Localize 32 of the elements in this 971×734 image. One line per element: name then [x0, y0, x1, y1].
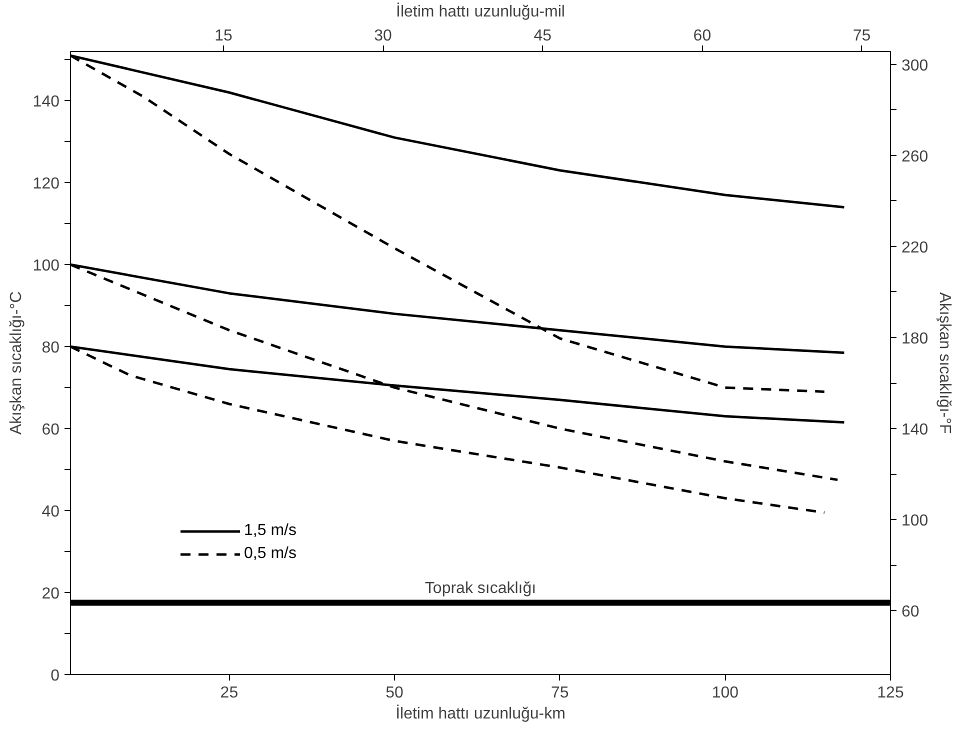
x-tick-label: 125 [877, 684, 904, 702]
y-tick-label: 140 [32, 94, 60, 111]
y2-tick-label: 100 [902, 512, 928, 530]
x-axis-title: İletim hattı uzunluğu-km [396, 704, 566, 722]
y-tick-label: 40 [42, 504, 60, 521]
y-tick-label: 120 [32, 176, 60, 193]
y2-tick-label: 180 [902, 330, 928, 348]
y-tick-label: 20 [42, 586, 60, 603]
legend-label: 0,5 m/s [244, 545, 296, 563]
y-tick-label: 80 [42, 340, 60, 357]
ref-line-label: Toprak sıcaklığı [424, 580, 536, 597]
y2-axis-title: Akışkan sıcaklığı-°F [936, 292, 954, 434]
x2-tick-label: 15 [214, 28, 232, 44]
y-tick-label: 100 [32, 258, 60, 275]
y-axis-title: Akışkan sıcaklığı-°C [8, 291, 25, 435]
y-tick-label: 60 [42, 422, 60, 439]
y2-tick-label: 300 [902, 57, 928, 74]
x-tick-label: 100 [712, 684, 739, 702]
x2-axis-title: İletim hattı uzunluğu-mil [396, 2, 565, 20]
y-tick-label: 0 [50, 668, 60, 684]
y2-tick-label: 260 [902, 148, 928, 166]
x-tick-label: 75 [550, 684, 569, 702]
x2-tick-label: 45 [534, 28, 552, 44]
y2-tick-label: 140 [902, 422, 928, 439]
y2-tick-label: 60 [902, 604, 920, 621]
x-tick-label: 25 [220, 684, 238, 702]
y2-tick-label: 220 [902, 239, 928, 256]
legend-label: 1,5 m/s [244, 522, 296, 540]
x2-tick-label: 60 [693, 28, 712, 44]
x2-tick-label: 30 [374, 28, 392, 44]
x-tick-label: 50 [386, 684, 404, 702]
x2-tick-label: 75 [852, 28, 871, 44]
